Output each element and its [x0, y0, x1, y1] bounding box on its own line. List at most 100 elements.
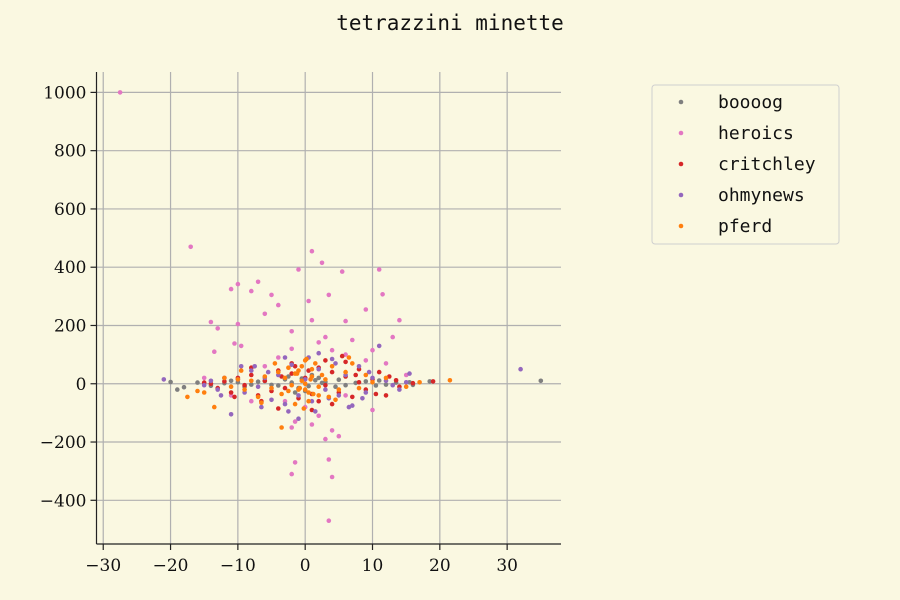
data-point — [309, 248, 315, 254]
data-point — [417, 380, 422, 385]
data-point — [353, 372, 359, 378]
data-point — [329, 364, 335, 369]
data-point — [390, 382, 396, 388]
data-point — [350, 361, 355, 366]
data-point — [319, 260, 325, 266]
data-point — [228, 378, 234, 384]
data-point — [313, 361, 318, 366]
data-point — [259, 400, 264, 406]
data-point — [363, 307, 369, 312]
data-point — [343, 318, 348, 324]
y-tick-label: 800 — [54, 142, 86, 162]
data-point — [339, 269, 345, 274]
data-point — [326, 394, 332, 400]
y-tick-label: 600 — [54, 200, 86, 220]
data-point — [329, 428, 335, 433]
data-point — [343, 382, 348, 388]
data-point — [161, 377, 167, 382]
data-point — [363, 379, 369, 384]
data-point — [235, 321, 241, 327]
data-point — [316, 340, 322, 345]
data-point — [185, 394, 190, 400]
data-point — [282, 355, 288, 360]
data-point — [269, 292, 274, 298]
data-point — [215, 326, 220, 331]
data-point — [376, 267, 382, 272]
data-point — [346, 355, 352, 360]
data-point — [265, 369, 271, 375]
data-point — [393, 378, 399, 383]
data-point — [309, 317, 315, 323]
data-point — [262, 311, 268, 317]
data-point — [319, 380, 325, 386]
legend-label: pferd — [718, 216, 772, 237]
data-point — [323, 436, 328, 442]
data-point — [292, 419, 298, 424]
data-point — [286, 388, 291, 394]
data-point — [228, 286, 234, 292]
data-point — [302, 381, 308, 387]
data-point — [430, 379, 436, 384]
data-point — [336, 393, 342, 398]
data-point — [326, 457, 332, 462]
data-point — [292, 460, 298, 465]
x-tick-label: −30 — [85, 556, 121, 576]
data-point — [316, 366, 322, 372]
data-point — [376, 378, 382, 383]
data-point — [201, 375, 207, 381]
data-point — [336, 387, 342, 392]
data-point — [323, 387, 328, 392]
x-tick-label: −20 — [153, 556, 189, 576]
data-point — [376, 369, 382, 375]
data-point — [316, 413, 322, 419]
x-tick-label: 0 — [300, 556, 311, 576]
data-point — [276, 406, 281, 411]
data-point — [269, 385, 274, 391]
data-point — [397, 317, 402, 323]
data-point — [276, 302, 281, 308]
data-point — [316, 375, 322, 381]
y-tick-label: 400 — [54, 258, 86, 278]
series-heroics — [117, 90, 409, 523]
data-point — [215, 387, 220, 392]
legend-label: heroics — [718, 123, 794, 144]
data-point — [249, 378, 254, 384]
data-point — [249, 288, 254, 294]
data-point — [329, 356, 335, 362]
x-tick-label: −10 — [220, 556, 256, 576]
data-point — [410, 380, 416, 386]
data-point — [282, 385, 288, 391]
data-point — [518, 366, 523, 372]
data-point — [249, 368, 254, 373]
x-tick-label: 20 — [429, 556, 451, 576]
data-point — [370, 347, 375, 353]
legend-label: boooog — [718, 92, 783, 113]
data-point — [309, 398, 315, 404]
data-point — [117, 90, 123, 95]
data-point — [383, 375, 389, 381]
data-point — [336, 433, 342, 439]
data-point — [304, 356, 309, 362]
data-point — [370, 380, 375, 385]
data-point — [306, 398, 311, 404]
data-point — [316, 384, 322, 390]
data-point — [168, 379, 173, 385]
data-point — [279, 425, 284, 430]
data-point — [370, 407, 375, 413]
data-point — [181, 384, 187, 390]
data-point — [343, 393, 348, 398]
data-point — [363, 372, 369, 378]
data-point — [208, 378, 214, 384]
data-point — [380, 292, 385, 297]
data-point — [218, 393, 224, 398]
data-point — [262, 374, 268, 379]
data-point — [252, 364, 257, 369]
legend-marker — [678, 130, 684, 136]
data-point — [323, 377, 328, 382]
data-point — [212, 349, 217, 355]
data-points — [117, 90, 544, 523]
data-point — [228, 412, 234, 417]
data-point — [329, 474, 335, 480]
